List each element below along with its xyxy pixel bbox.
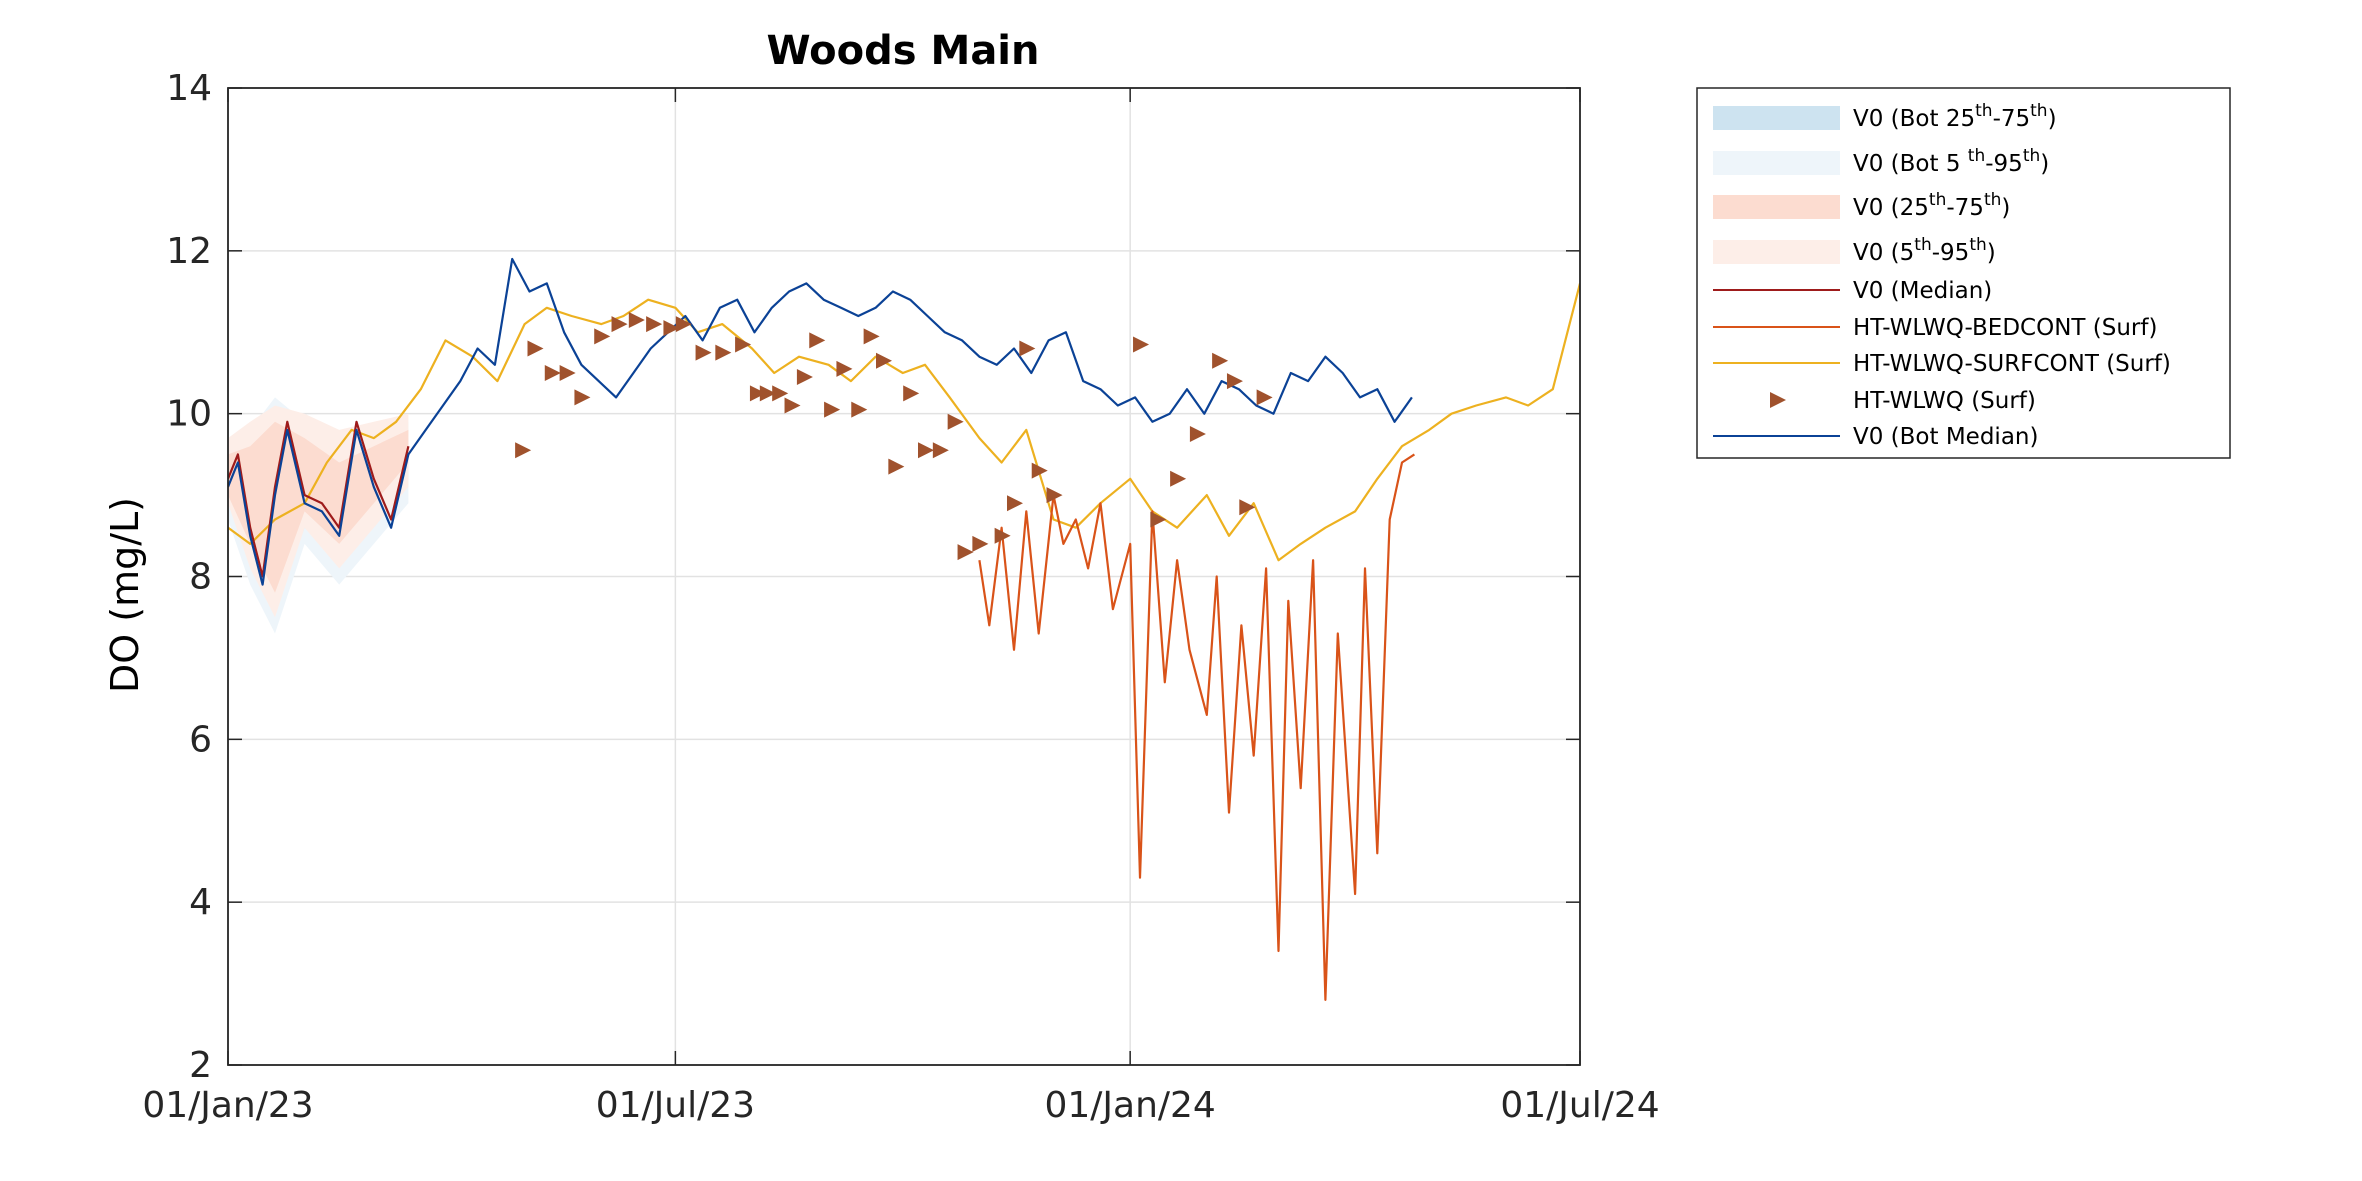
- y-axis-label: DO (mg/L): [103, 497, 147, 693]
- legend-swatch: [1770, 392, 1786, 408]
- y-tick-label: 10: [166, 394, 212, 435]
- legend-swatch: [1713, 106, 1840, 130]
- marker-point: [1212, 352, 1229, 369]
- marker-point: [784, 397, 801, 414]
- marker-point: [1239, 499, 1256, 516]
- marker-point: [594, 328, 611, 345]
- x-tick-label: 01/Jan/23: [142, 1085, 313, 1126]
- legend-label: HT-WLWQ-BEDCONT (Surf): [1853, 315, 2157, 341]
- marker-point: [903, 385, 920, 402]
- marker-point: [1189, 426, 1206, 443]
- marker-point: [836, 360, 853, 377]
- marker-point: [863, 328, 880, 345]
- y-tick-labels: 2 4 6 8 10 12 14: [166, 68, 212, 1086]
- marker-point: [544, 364, 561, 381]
- y-tick-label: 14: [166, 68, 212, 109]
- axes: [227, 87, 1581, 1066]
- marker-point: [1031, 462, 1048, 479]
- marker-point: [1133, 336, 1150, 353]
- legend-items: V0 (Bot 25th-75th) V0 (Bot 5 th-95th) V0 (…: [1713, 101, 2171, 450]
- marker-point: [1150, 511, 1167, 528]
- marker-point: [932, 442, 949, 459]
- y-tick-label: 8: [189, 557, 212, 598]
- legend-box: [1696, 87, 2231, 459]
- marker-point: [875, 352, 892, 369]
- legend-label: HT-WLWQ-SURFCONT (Surf): [1853, 351, 2171, 377]
- marker-point: [1226, 373, 1243, 390]
- legend-item: V0 (Bot Median): [1713, 424, 2038, 450]
- marker-point: [559, 364, 576, 381]
- legend-label: V0 (Bot Median): [1853, 424, 2038, 450]
- marker-point: [1256, 389, 1273, 406]
- marker-point: [809, 332, 826, 349]
- legend-swatch: [1713, 151, 1840, 175]
- legend-item: V0 (Median): [1713, 278, 1992, 304]
- marker-point: [646, 316, 663, 333]
- legend-swatch: [1713, 195, 1840, 219]
- marker-point: [695, 344, 712, 361]
- legend-swatch: [1713, 240, 1840, 264]
- marker-point: [1019, 340, 1036, 357]
- marker-point: [957, 544, 974, 561]
- marker-point: [628, 312, 645, 329]
- grid: [227, 87, 1581, 1066]
- legend-label: V0 (25th-75th): [1853, 190, 2010, 221]
- series-line: [228, 420, 410, 578]
- legend-label: V0 (Bot 25th-75th): [1853, 101, 2057, 132]
- y-tick-label: 4: [189, 882, 212, 923]
- y-tick-label: 6: [189, 719, 212, 760]
- series-layer: [228, 257, 1580, 1002]
- y-tick-label: 12: [166, 231, 212, 272]
- y-tick-label: 2: [189, 1045, 212, 1086]
- marker-point: [772, 385, 789, 402]
- series-line: [978, 453, 1416, 1002]
- marker-point: [515, 442, 532, 459]
- legend-item: V0 (Bot 5 th-95th): [1713, 146, 2049, 177]
- marker-point: [611, 316, 628, 333]
- marker-point: [663, 320, 680, 337]
- legend-label: V0 (5th-95th): [1853, 235, 1996, 266]
- marker-point: [759, 385, 776, 402]
- marker-point: [796, 369, 813, 386]
- marker-point: [851, 401, 868, 418]
- marker-point: [574, 389, 591, 406]
- bands-layer: [228, 397, 409, 634]
- markers-layer: [515, 312, 1273, 561]
- band-area: [228, 421, 409, 593]
- x-tick-label: 01/Jul/24: [1500, 1085, 1659, 1126]
- marker-point: [715, 344, 732, 361]
- plot-frame: [227, 87, 1581, 1066]
- legend-item: HT-WLWQ (Surf): [1770, 388, 2036, 414]
- x-tick-label: 01/Jan/24: [1044, 1085, 1215, 1126]
- legend: V0 (Bot 25th-75th) V0 (Bot 5 th-95th) V0 (…: [1696, 87, 2231, 459]
- series-line: [228, 257, 1413, 586]
- legend-label: V0 (Median): [1853, 278, 1992, 304]
- legend-item: V0 (25th-75th): [1713, 190, 2010, 221]
- legend-item: HT-WLWQ-BEDCONT (Surf): [1713, 315, 2157, 341]
- marker-point: [527, 340, 544, 357]
- marker-point: [994, 527, 1011, 544]
- marker-point: [824, 401, 841, 418]
- chart-title: Woods Main: [766, 28, 1039, 74]
- marker-point: [918, 442, 935, 459]
- legend-label: V0 (Bot 5 th-95th): [1853, 146, 2049, 177]
- marker-point: [735, 336, 752, 353]
- marker-point: [1006, 495, 1023, 512]
- legend-label: HT-WLWQ (Surf): [1853, 388, 2036, 414]
- legend-item: HT-WLWQ-SURFCONT (Surf): [1713, 351, 2171, 377]
- legend-item: V0 (Bot 25th-75th): [1713, 101, 2057, 132]
- x-tick-label: 01/Jul/23: [596, 1085, 755, 1126]
- series-line: [228, 283, 1580, 562]
- legend-item: V0 (5th-95th): [1713, 235, 1996, 266]
- marker-point: [972, 535, 989, 552]
- x-tick-labels: 01/Jan/23 01/Jul/23 01/Jan/24 01/Jul/24: [142, 1085, 1659, 1126]
- marker-point: [1170, 470, 1187, 487]
- marker-point: [947, 413, 964, 430]
- marker-point: [675, 316, 692, 333]
- marker-point: [1046, 487, 1063, 504]
- marker-point: [888, 458, 905, 475]
- marker-point: [749, 385, 766, 402]
